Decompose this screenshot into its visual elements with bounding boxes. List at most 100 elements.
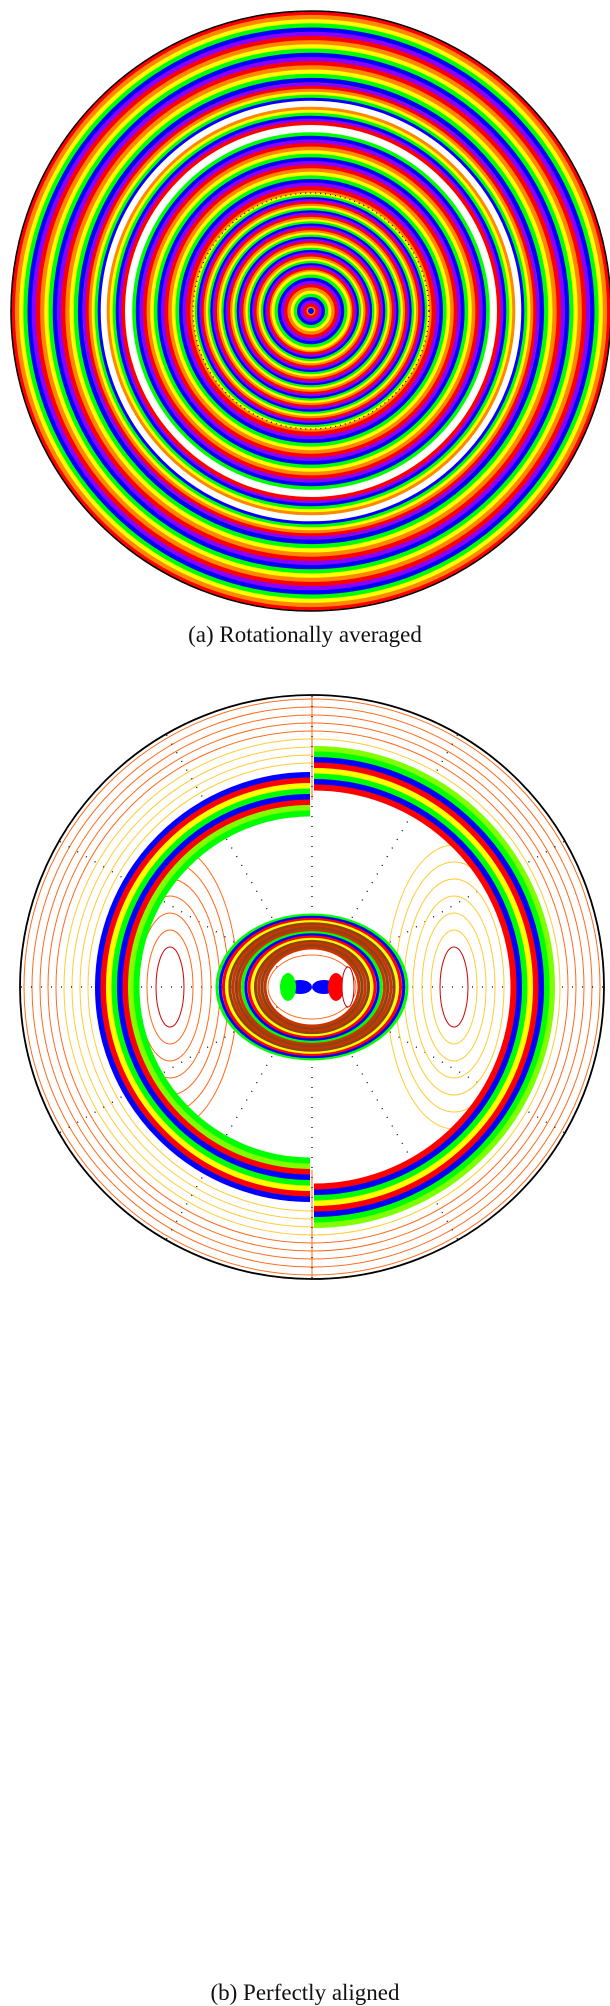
contour-ring (125, 125, 497, 497)
band-left-arc (95, 772, 311, 1202)
contour-ring (65, 65, 557, 557)
center-lobe (328, 973, 344, 1001)
core-contour (260, 944, 364, 1030)
contour-ring (161, 161, 461, 461)
contour-ring (225, 225, 397, 397)
figure-panel-a: (a) Rotationally averaged (0, 0, 610, 680)
contour-ring (11, 11, 610, 611)
contour-ring (164, 164, 458, 458)
contour-ring (249, 249, 373, 373)
vortex-contour (137, 912, 203, 1062)
contour-ring (290, 290, 332, 332)
contour-ring (280, 280, 341, 341)
caption-a: (a) Rotationally averaged (188, 622, 422, 647)
contour-ring (238, 238, 384, 384)
contour-ring (128, 128, 494, 494)
contour-ring (199, 199, 423, 423)
contour-ring (260, 260, 362, 362)
domain-boundary (19, 694, 605, 1280)
contour-ring (61, 61, 561, 561)
core-contour (257, 942, 367, 1032)
contour-ring (252, 252, 370, 370)
contour-ring (112, 112, 510, 510)
band-left-arc (106, 783, 311, 1191)
contour-ring (40, 40, 582, 582)
contour-ring (27, 27, 595, 595)
contour-ring (197, 197, 425, 425)
contour-ring (210, 210, 412, 412)
band-left-arc (128, 805, 311, 1169)
core-contour (237, 928, 387, 1046)
core-contour (218, 915, 406, 1059)
contour-ring (241, 241, 381, 381)
contour-ring (109, 109, 513, 513)
band-left-arc (133, 810, 311, 1164)
contour-ring (175, 175, 447, 447)
core-contour (247, 935, 377, 1039)
concentric-contour-rings (11, 11, 610, 611)
contour-ring (269, 269, 353, 353)
contour-ring (201, 201, 421, 421)
band-right-arc (313, 768, 533, 1206)
core-contour (234, 926, 390, 1048)
contour-ring (91, 91, 531, 531)
contour-ring (192, 192, 430, 430)
contour-ring (168, 168, 454, 454)
vortex-contour (430, 929, 478, 1045)
contour-ring (234, 234, 388, 388)
core-contour (225, 920, 399, 1054)
contour-ring (103, 103, 519, 519)
center-lobe (341, 966, 355, 1008)
contour-ring (236, 236, 386, 386)
contour-ring (52, 52, 570, 570)
contour-ring (186, 186, 436, 436)
band-right-arc (313, 751, 550, 1223)
contour-ring (258, 258, 364, 364)
contour-ring (143, 143, 479, 479)
contour-ring (221, 221, 401, 401)
contour-ring (219, 219, 403, 403)
contour-ring (271, 271, 351, 351)
band-right-arc (313, 757, 544, 1217)
contour-ring (274, 274, 348, 348)
contour-ring (97, 97, 525, 525)
core-contour (221, 917, 403, 1057)
dotted-circle (192, 192, 430, 430)
contour-ring (94, 94, 528, 528)
contour-ring (121, 121, 501, 501)
vortex-contour (439, 946, 469, 1028)
band-right-arc (313, 779, 522, 1195)
contour-ring (157, 157, 465, 465)
core-contour (231, 924, 393, 1050)
contour-ring (56, 56, 566, 566)
caption-b: (b) Perfectly aligned (210, 1980, 400, 2005)
contour-ring (232, 232, 390, 390)
contour-ring (31, 31, 591, 591)
contour-ring (214, 214, 408, 408)
contour-ring (35, 35, 587, 587)
contour-ring (171, 171, 451, 451)
contour-ring (146, 146, 476, 476)
contour-ring (284, 284, 338, 338)
contour-ring (254, 254, 368, 368)
central-core-contours (215, 913, 409, 1061)
vortex-contour (421, 912, 487, 1062)
contour-ring (287, 287, 335, 335)
core-contour (215, 913, 409, 1061)
contour-ring (303, 303, 319, 319)
contour-ring (132, 132, 490, 490)
core-contour (253, 939, 371, 1035)
band-right-arc (313, 773, 528, 1201)
contour-ring (182, 182, 440, 440)
contour-ring (69, 69, 553, 553)
center-lobe (280, 973, 296, 1001)
contour-ring (118, 118, 504, 504)
domain-boundary (10, 10, 610, 612)
core-contour (241, 931, 383, 1043)
contour-ring (265, 265, 357, 357)
contour-ring (139, 139, 483, 483)
contour-ring (14, 14, 608, 608)
contour-ring (106, 106, 516, 516)
core-contour (250, 937, 374, 1037)
contour-ring (194, 194, 428, 428)
